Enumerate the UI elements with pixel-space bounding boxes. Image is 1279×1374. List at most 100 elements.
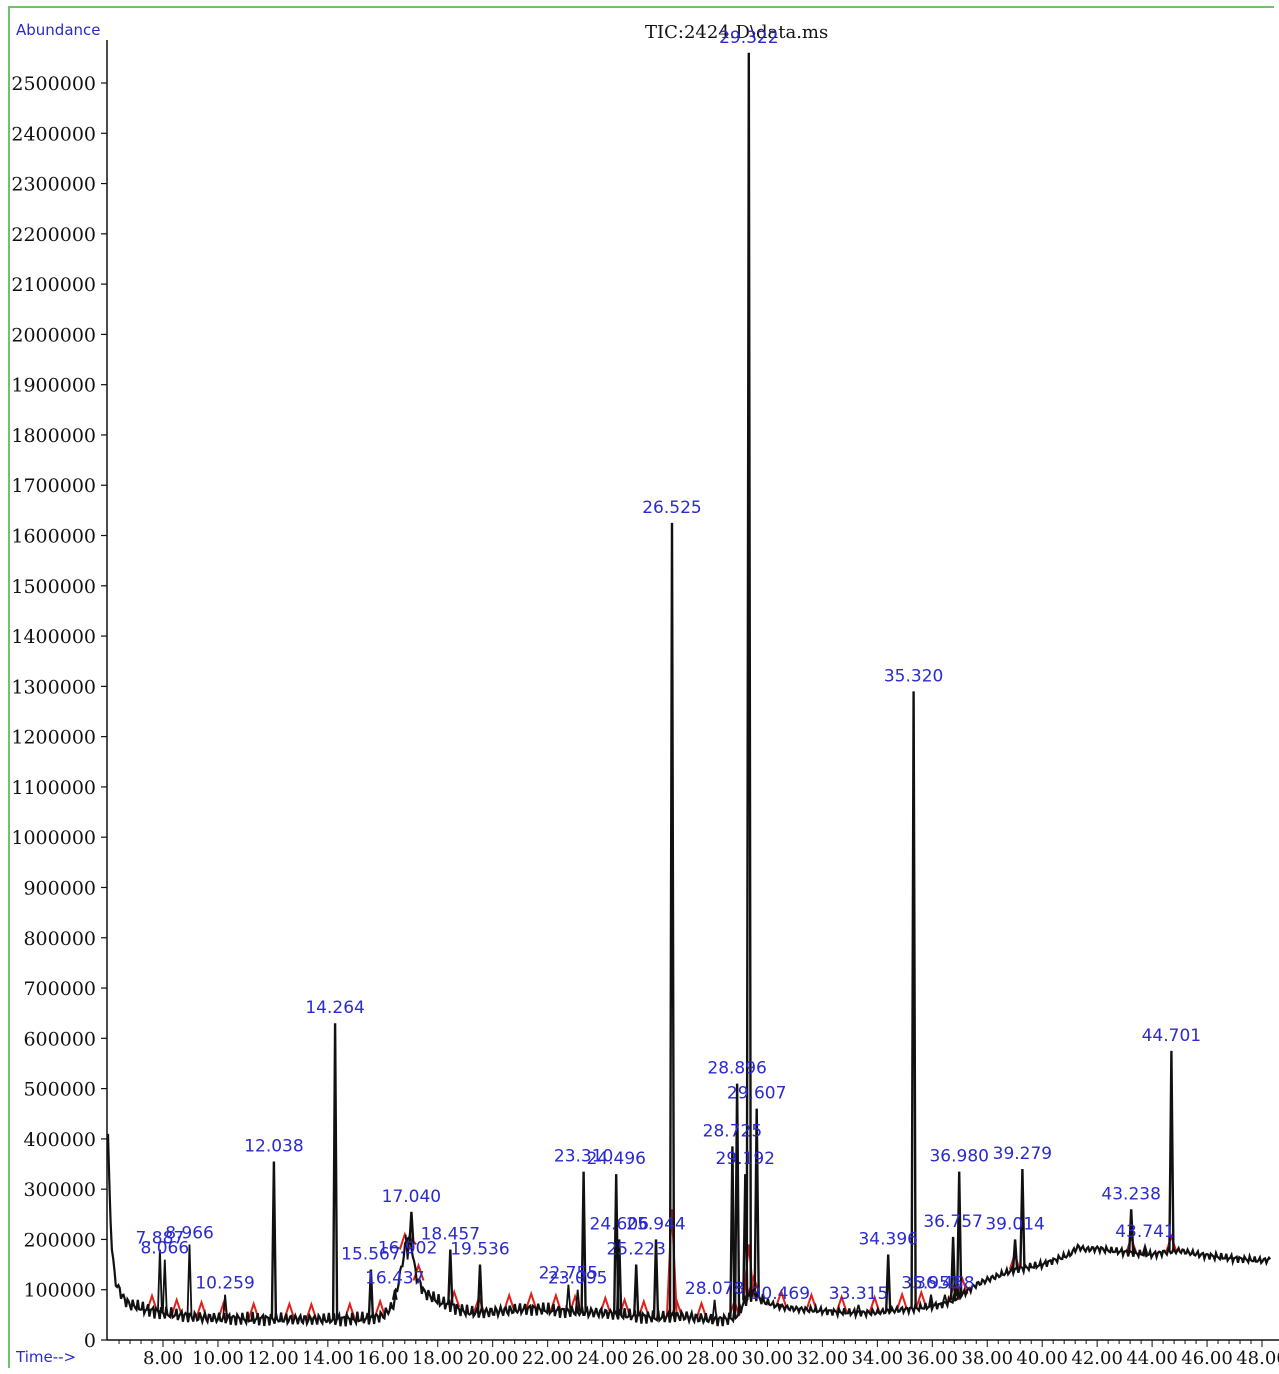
peak-28.725 (729, 1146, 736, 1318)
chart-title: TIC:2424.D\data.ms (645, 22, 828, 43)
peak-28.896 (733, 1083, 741, 1315)
peak-35.320 (910, 691, 917, 1309)
x-tick-label: 34.00 (852, 1348, 904, 1369)
peak-label: 28.896 (707, 1059, 766, 1079)
minor-peak-8.966 (186, 1244, 193, 1317)
minor-peak-28.078 (711, 1299, 718, 1320)
peak-label: 25.223 (606, 1240, 665, 1260)
y-tick-label: 1400000 (11, 626, 96, 648)
x-tick-label: 22.00 (522, 1348, 574, 1369)
y-tick-label: 800000 (23, 928, 96, 950)
minor-peak-label: 16.902 (378, 1239, 437, 1259)
peak-label: 39.014 (985, 1214, 1044, 1234)
minor-peak-16.902 (404, 1234, 411, 1260)
peak-44.701 (1168, 1050, 1175, 1252)
minor-peak-label: 16.437 (365, 1269, 424, 1289)
overlay-blip (1165, 1233, 1178, 1252)
peak-18.457 (447, 1249, 454, 1305)
minor-peak-16.437 (391, 1289, 398, 1300)
peak-label: 15.567 (341, 1245, 400, 1265)
overlay-blip (448, 1288, 461, 1308)
peak-label: 25.944 (626, 1214, 685, 1234)
y-tick-label: 2100000 (11, 274, 96, 296)
peak-label: 24.606 (590, 1214, 649, 1234)
y-tick-label: 0 (84, 1330, 96, 1352)
x-tick-label: 28.00 (687, 1348, 739, 1369)
minor-peak-label: 28.078 (685, 1279, 744, 1299)
minor-peak-label: 8.066 (140, 1239, 189, 1259)
y-tick-label: 2300000 (11, 174, 96, 196)
overlay-blip (915, 1289, 928, 1308)
x-tick-label: 24.00 (577, 1348, 629, 1369)
x-tick-label: 44.00 (1126, 1348, 1178, 1369)
peak-markers (157, 52, 1175, 1320)
overlay-blip (775, 1288, 788, 1308)
overlay-blip (896, 1291, 908, 1310)
y-tick-label: 1700000 (11, 475, 96, 497)
y-ticks: 0 100000 200000 300000 400000 500000 600000 700… (11, 73, 107, 1352)
y-tick-label: 900000 (23, 877, 96, 899)
peak-label: 29.192 (716, 1149, 775, 1169)
x-tick-label: 48.00 (1236, 1348, 1279, 1369)
peak-25.944 (652, 1239, 660, 1318)
y-tick-label: 500000 (23, 1079, 96, 1101)
y-tick-label: 100000 (23, 1280, 96, 1302)
axes (106, 40, 1279, 1341)
peak-36.980 (956, 1171, 963, 1297)
x-tick-label: 20.00 (467, 1348, 519, 1369)
peak-19.536 (476, 1264, 484, 1313)
x-tick-label: 18.00 (412, 1348, 464, 1369)
minor-peak-label: 36.458 (915, 1274, 974, 1294)
peak-label: 14.264 (305, 998, 364, 1018)
peak-39.279 (1019, 1168, 1026, 1269)
x-tick-label: 42.00 (1071, 1348, 1123, 1369)
peak-label: 39.279 (993, 1144, 1052, 1164)
peak-label: 36.757 (923, 1212, 982, 1232)
y-tick-label: 1800000 (11, 425, 96, 447)
peak-label: 18.457 (421, 1224, 480, 1244)
peak-34.396 (885, 1254, 892, 1311)
minor-peak-30.469 (777, 1303, 783, 1308)
overlay-blip (956, 1275, 969, 1295)
peak-29.322 (745, 52, 752, 1297)
y-tick-label: 1900000 (11, 375, 96, 397)
peak-label: 19.536 (450, 1240, 509, 1260)
peak-23.310 (580, 1171, 587, 1313)
minor-peak-22.755 (565, 1284, 572, 1312)
minor-peak-label: 22.755 (539, 1264, 598, 1284)
minor-peak-23.095 (574, 1289, 581, 1312)
y-tick-label: 300000 (23, 1179, 96, 1201)
peak-12.038 (270, 1161, 278, 1319)
minor-peak-label: 35.953 (901, 1274, 960, 1294)
overlay-blip (503, 1292, 516, 1311)
x-tick-label: 10.00 (192, 1348, 244, 1369)
peak-25.223 (633, 1264, 640, 1316)
peak-label: 43.238 (1101, 1184, 1160, 1204)
peak-label: 29.322 (719, 28, 778, 48)
x-tick-label: 8.00 (143, 1348, 183, 1369)
minor-peak-7.887 (157, 1249, 163, 1313)
y-tick-label: 1600000 (11, 526, 96, 548)
peak-14.264 (331, 1023, 339, 1320)
x-tick-label: 36.00 (907, 1348, 959, 1369)
plot-border (8, 6, 1274, 1368)
peak-label: 35.320 (884, 666, 943, 686)
peak-label: 34.396 (858, 1230, 917, 1250)
peak-label: 36.980 (929, 1147, 988, 1167)
y-tick-label: 1300000 (11, 676, 96, 698)
minor-peak-label: 33.315 (829, 1284, 888, 1304)
minor-peak-33.315 (855, 1304, 862, 1313)
overlay-blip (525, 1290, 538, 1310)
minor-peak-label: 8.966 (165, 1223, 214, 1243)
x-axis-label: Time--> (15, 1348, 76, 1366)
minor-peak-8.066 (161, 1259, 168, 1314)
y-tick-label: 700000 (23, 978, 96, 1000)
x-ticks: 8.00 10.00 12.00 14.00 16.00 18.00 20.00 22.00 2… (118, 1340, 1279, 1369)
x-tick-label: 40.00 (1016, 1348, 1068, 1369)
y-tick-label: 2400000 (11, 123, 96, 145)
tic-trace (106, 1133, 1272, 1328)
peak-15.567 (367, 1269, 375, 1319)
peak-label: 29.607 (727, 1084, 786, 1104)
peak-43.741 (1141, 1242, 1149, 1255)
